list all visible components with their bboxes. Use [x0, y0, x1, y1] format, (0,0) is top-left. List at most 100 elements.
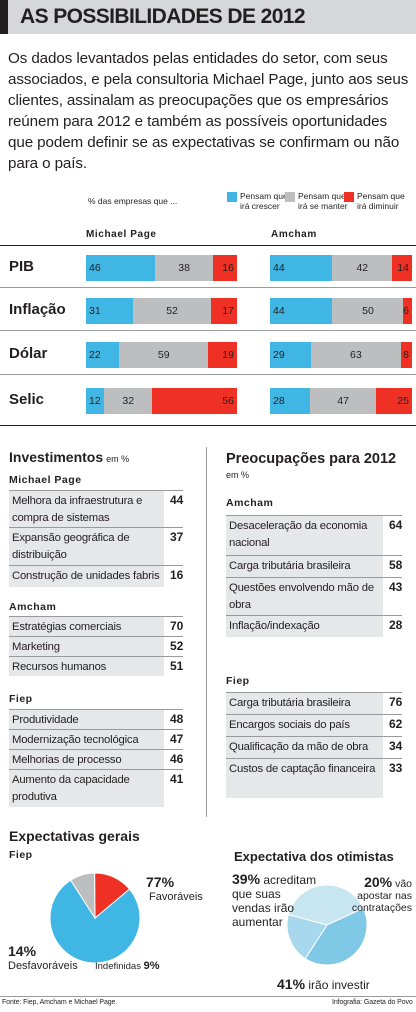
row-value: 47: [170, 732, 184, 746]
row-value: 44: [170, 493, 184, 507]
expectativas-gerais-title: Expectativas gerais: [9, 828, 140, 844]
stacked-bar: 29 63 8: [270, 342, 412, 368]
preocupacoes-unit: em %: [226, 470, 250, 480]
row-name: Questões envolvendo mão de obra: [226, 578, 383, 615]
bar-segment-blue: 46: [86, 255, 156, 281]
bar-segment-gray: 32: [104, 388, 153, 414]
table-row: Expansão geográfica de distribuição 37: [9, 527, 184, 565]
row-name: Melhorias de processo: [9, 750, 164, 769]
stacked-bar: 46 38 16: [86, 255, 237, 281]
table: Estratégias comerciais 70 Marketing 52 Recur…: [9, 616, 184, 676]
row-name: Expansão geográfica de distribuição: [9, 528, 164, 565]
column-divider: [206, 447, 207, 817]
stacked-bar: 28 47 25: [270, 388, 412, 414]
row-name: Estratégias comerciais: [9, 617, 164, 636]
expectativa-otimistas-title: Expectativa dos otimistas: [234, 849, 394, 864]
row-label: PIB: [9, 258, 35, 275]
bar-segment-red: 17: [211, 298, 237, 324]
legend-label: Pensam que irá crescer: [240, 191, 288, 211]
fav-label: 77% Favoráveis: [146, 874, 203, 903]
bar-segment-blue: 31: [86, 298, 133, 324]
table-row: Produtividade 48: [9, 709, 184, 729]
bar-segment-gray: 42: [332, 255, 393, 281]
bar-segment-red: 19: [208, 342, 237, 368]
column-head-michael-page: Michael Page: [86, 229, 157, 240]
row-label: Inflação: [9, 301, 66, 318]
stacked-bar: 12 32 56: [86, 388, 237, 414]
row-value: 34: [389, 739, 403, 753]
expectativas-gerais-source: Fiep: [9, 849, 33, 861]
legend-item-manter: Pensam que irá se manter: [285, 191, 356, 211]
row-name: Encargos sociais do país: [226, 715, 383, 736]
row-value: 76: [389, 695, 403, 709]
bar-segment-gray: 63: [311, 342, 401, 368]
table-group-title: Fiep: [9, 693, 33, 705]
row-value: 52: [170, 639, 184, 653]
bar-segment-blue: 29: [270, 342, 312, 368]
table-row: Carga tributária brasileira 58: [226, 555, 403, 577]
row-name: Modernização tecnológica: [9, 730, 164, 749]
stacked-bar: 31 52 17: [86, 298, 237, 324]
legend-swatch-gray: [285, 192, 295, 202]
bar-segment-blue: 44: [270, 255, 333, 281]
divider: [0, 330, 416, 331]
bar-segment-gray: 59: [119, 342, 209, 368]
row-name: Carga tributária brasileira: [226, 556, 383, 577]
p20-label: 20% vão apostar nas contratações: [351, 874, 412, 914]
row-value: 46: [170, 752, 184, 766]
table-row: Melhorias de processo 46: [9, 749, 184, 769]
investimentos-title: Investimentos em %: [9, 449, 130, 465]
pie-slice: [94, 872, 131, 920]
preocupacoes-title: Preocupações para 2012: [226, 451, 397, 467]
page-title: AS POSSIBILIDADES DE 2012: [20, 5, 306, 28]
row-name: Construção de unidades fabris: [9, 566, 164, 587]
bar-segment-gray: 47: [309, 388, 377, 414]
row-value: 58: [389, 558, 403, 572]
stacked-bar: 44 50 6: [270, 298, 412, 324]
footer-source: Fonte: Fiep, Amcham e Michael Page.: [2, 999, 118, 1006]
stacked-bar: 44 42 14: [270, 255, 412, 281]
bar-segment-blue: 44: [270, 298, 333, 324]
legend: % das empresas que ... Pensam que irá cr…: [0, 191, 416, 217]
divider: [0, 245, 416, 246]
legend-swatch-red: [344, 192, 354, 202]
divider: [0, 374, 416, 375]
pie-slice: [69, 872, 96, 920]
row-label: Selic: [9, 391, 45, 408]
table-row: Construção de unidades fabris 16: [9, 565, 184, 587]
stacked-bar: 22 59 19: [86, 342, 237, 368]
table-row: Qualificação da mão de obra 34: [226, 736, 403, 758]
legend-swatch-blue: [227, 192, 237, 202]
title-bar: AS POSSIBILIDADES DE 2012: [0, 0, 416, 34]
table-row: Recursos humanos 51: [9, 656, 184, 676]
table-row: Carga tributária brasileira 76: [226, 692, 403, 714]
row-name: Inflação/indexação: [226, 616, 383, 637]
table-row: Marketing 52: [9, 636, 184, 656]
footer-divider: [0, 996, 416, 997]
row-value: 41: [170, 772, 184, 786]
row-value: 48: [170, 712, 184, 726]
footer-credit: Infografia: Gazeta do Povo: [332, 999, 413, 1006]
row-value: 37: [170, 530, 184, 544]
row-name: Qualificação da mão de obra: [226, 737, 383, 758]
table: Carga tributária brasileira 76 Encargos so…: [226, 692, 403, 798]
p41-label: 41% irão investir: [277, 976, 370, 992]
row-name: Marketing: [9, 637, 164, 656]
table-row: Encargos sociais do país 62: [226, 714, 403, 736]
row-value: 64: [389, 518, 403, 532]
table-row: Melhora da infraestrutura e compra de si…: [9, 490, 184, 527]
row-label: Dólar: [9, 345, 48, 362]
legend-item-diminuir: Pensam que irá diminuir: [344, 191, 415, 211]
table-row: Questões envolvendo mão de obra 43: [226, 577, 403, 615]
table: Melhora da infraestrutura e compra de si…: [9, 490, 184, 587]
legend-label: Pensam que irá se manter: [298, 191, 348, 211]
row-name: Desaceleração da economia nacional: [226, 516, 383, 555]
row-value: 70: [170, 619, 184, 633]
legend-label: Pensam que irá diminuir: [357, 191, 405, 211]
bar-segment-blue: 28: [270, 388, 310, 414]
legend-lead: % das empresas que ...: [88, 196, 178, 206]
row-name: Aumento da capacidade produtiva: [9, 770, 164, 807]
table: Produtividade 48 Modernização tecnológica 4…: [9, 709, 184, 807]
row-name: Produtividade: [9, 710, 164, 729]
table-group-title: Michael Page: [9, 474, 82, 486]
